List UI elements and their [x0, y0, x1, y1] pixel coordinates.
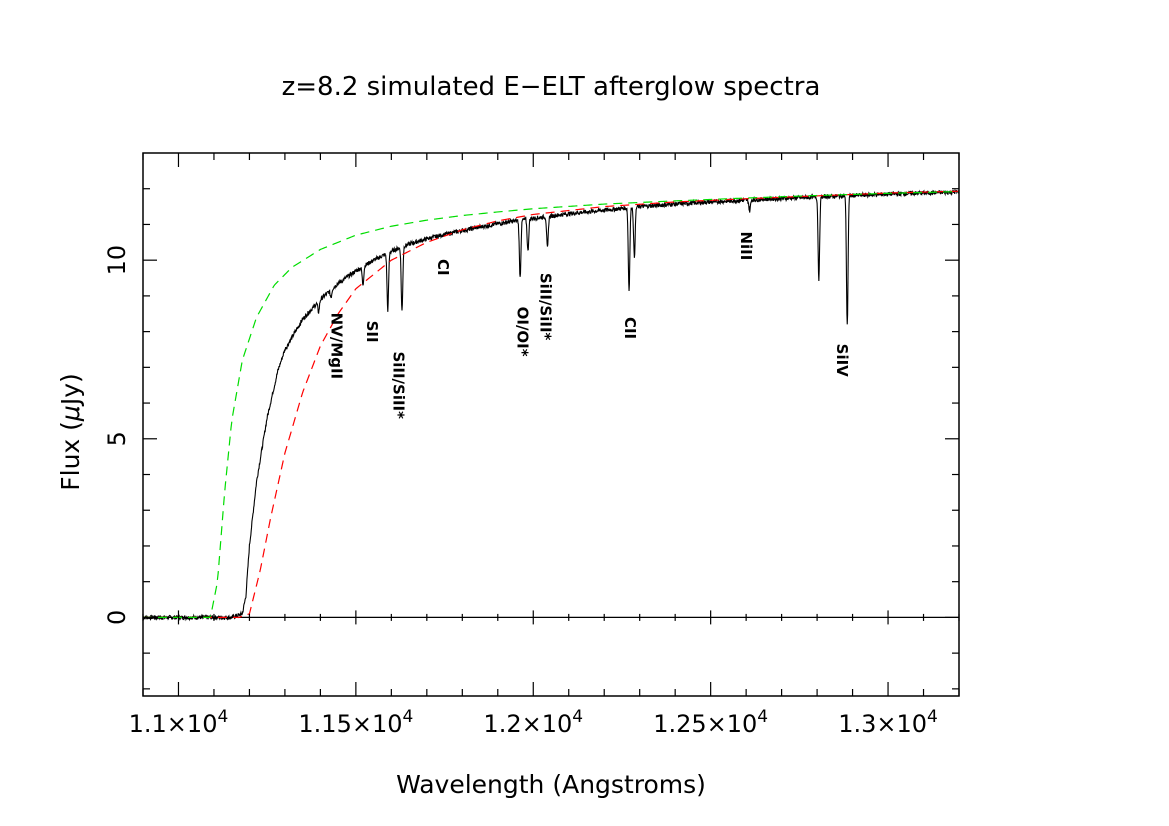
x-tick-mantissa: 1.2×10 [483, 710, 572, 738]
x-tick-exponent: 4 [572, 707, 583, 727]
x-tick-mantissa: 1.15×10 [298, 710, 402, 738]
x-tick-exponent: 4 [927, 707, 938, 727]
plot-frame [142, 152, 960, 697]
y-axis-label-prefix: Flux ( [56, 421, 85, 491]
y-axis-label-mu: μ [56, 405, 85, 422]
x-tick-exponent: 4 [403, 707, 414, 727]
x-tick-exponent: 4 [217, 707, 228, 727]
line-annotation: SII [363, 321, 381, 343]
line-annotation: OI/OI* [514, 307, 532, 357]
y-tick-label: 10 [103, 245, 131, 276]
series-line-2 [143, 190, 960, 619]
line-annotation: CII [621, 317, 639, 339]
chart-title: z=8.2 simulated E−ELT afterglow spectra [282, 72, 821, 102]
line-annotation: SiII/SiII* [389, 351, 407, 419]
x-tick-label: 1.25×104 [653, 707, 768, 738]
x-tick-mantissa: 1.25×10 [653, 710, 757, 738]
x-tick-mantissa: 1.1×10 [129, 710, 218, 738]
line-annotation: NiII [737, 231, 755, 260]
x-tick-label: 1.3×104 [838, 707, 938, 738]
y-axis-label-suffix: Jy) [56, 373, 85, 407]
line-annotation: NV/MgII [327, 313, 345, 379]
y-tick-label: 0 [103, 610, 131, 625]
x-tick-mantissa: 1.3×10 [838, 710, 927, 738]
x-axis-label: Wavelength (Angstroms) [396, 770, 706, 799]
x-tick-label: 1.2×104 [483, 707, 583, 738]
x-tick-label: 1.15×104 [298, 707, 413, 738]
series-line-1 [143, 190, 960, 619]
y-axis-label: Flux (μJy) [56, 373, 85, 491]
line-annotation: CI [434, 259, 452, 276]
series-line-0 [142, 188, 960, 622]
line-annotation: SiII/SiII* [537, 273, 555, 341]
y-tick-label: 5 [103, 431, 131, 446]
x-tick-exponent: 4 [757, 707, 768, 727]
line-annotation: SiIV [833, 344, 851, 378]
x-tick-label: 1.1×104 [129, 707, 229, 738]
